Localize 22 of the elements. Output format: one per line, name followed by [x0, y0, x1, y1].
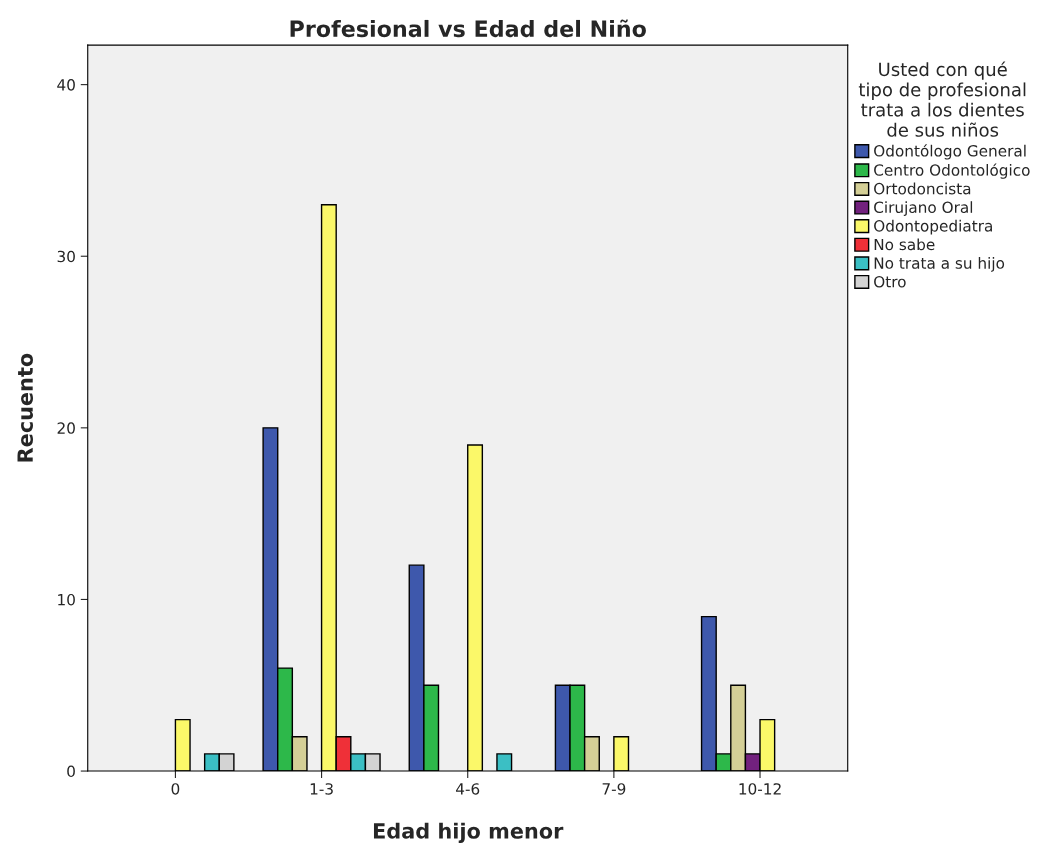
legend-label: Odontólogo General	[874, 144, 1026, 160]
legend-label: No sabe	[874, 238, 935, 251]
x-tick-label: 10-12	[739, 783, 781, 795]
x-axis-title: Edad hijo menor	[373, 822, 564, 843]
x-tick-label: 7-9	[602, 783, 626, 795]
y-tick-label: 30	[57, 250, 75, 263]
chart-title: Profesional vs Edad del Niño	[290, 19, 646, 38]
legend-label: No trata a su hijo	[874, 257, 1005, 272]
y-tick-label: 40	[57, 79, 75, 91]
x-tick-label: 0	[171, 783, 180, 795]
legend-label: Otro	[874, 275, 906, 288]
legend-label: Cirujano Oral	[874, 201, 973, 216]
y-tick-label: 10	[58, 593, 75, 606]
y-axis-title: Recuento	[17, 353, 33, 462]
x-tick-label: 4-6	[455, 783, 480, 795]
legend-title: Usted con qué tipo de profesional trata a los dientes de sus niños	[858, 61, 1026, 137]
legend-label: Centro Odontológico	[874, 163, 1030, 179]
legend-label: Ortodoncista	[874, 182, 971, 195]
legend-label: Odontopediatra	[874, 219, 992, 235]
y-tick-label: 0	[67, 765, 75, 778]
y-tick-label: 20	[57, 422, 75, 434]
x-tick-label: 1-3	[310, 783, 333, 795]
